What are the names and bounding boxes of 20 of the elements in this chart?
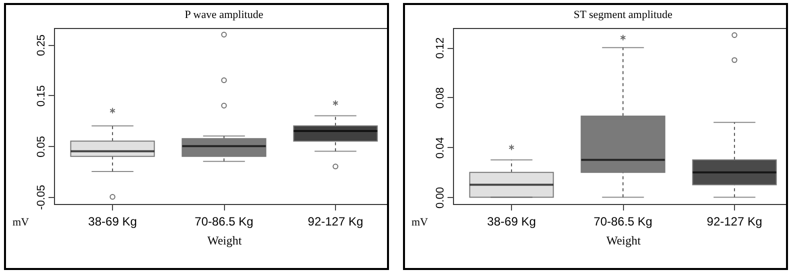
y-tick-label: 0.08 <box>434 87 446 109</box>
chart-title: ST segment amplitude <box>574 9 673 21</box>
y-axis-title: mV <box>412 216 428 228</box>
y-tick-label: 0.25 <box>36 34 48 56</box>
x-tick-label: 38-69 Kg <box>88 214 137 228</box>
x-tick-label: 70-86.5 Kg <box>194 214 254 228</box>
x-axis-title: Weight <box>606 234 642 248</box>
y-tick-label: 0.12 <box>434 37 446 59</box>
x-tick-label: 92-127 Kg <box>308 214 364 228</box>
y-tick-label: -0.05 <box>36 184 48 210</box>
x-axis-title: Weight <box>207 234 242 248</box>
y-tick-label: 0.04 <box>434 137 446 159</box>
y-tick-label: 0.15 <box>36 85 48 107</box>
y-tick-label: 0.00 <box>434 187 446 208</box>
x-tick-label: 38-69 Kg <box>487 214 536 228</box>
y-tick-label: 0.05 <box>36 136 48 158</box>
x-tick-label: 92-127 Kg <box>706 214 762 228</box>
chart-title: P wave amplitude <box>184 9 264 21</box>
y-axis-title: mV <box>12 216 30 228</box>
x-tick-label: 70-86.5 Kg <box>594 214 652 228</box>
